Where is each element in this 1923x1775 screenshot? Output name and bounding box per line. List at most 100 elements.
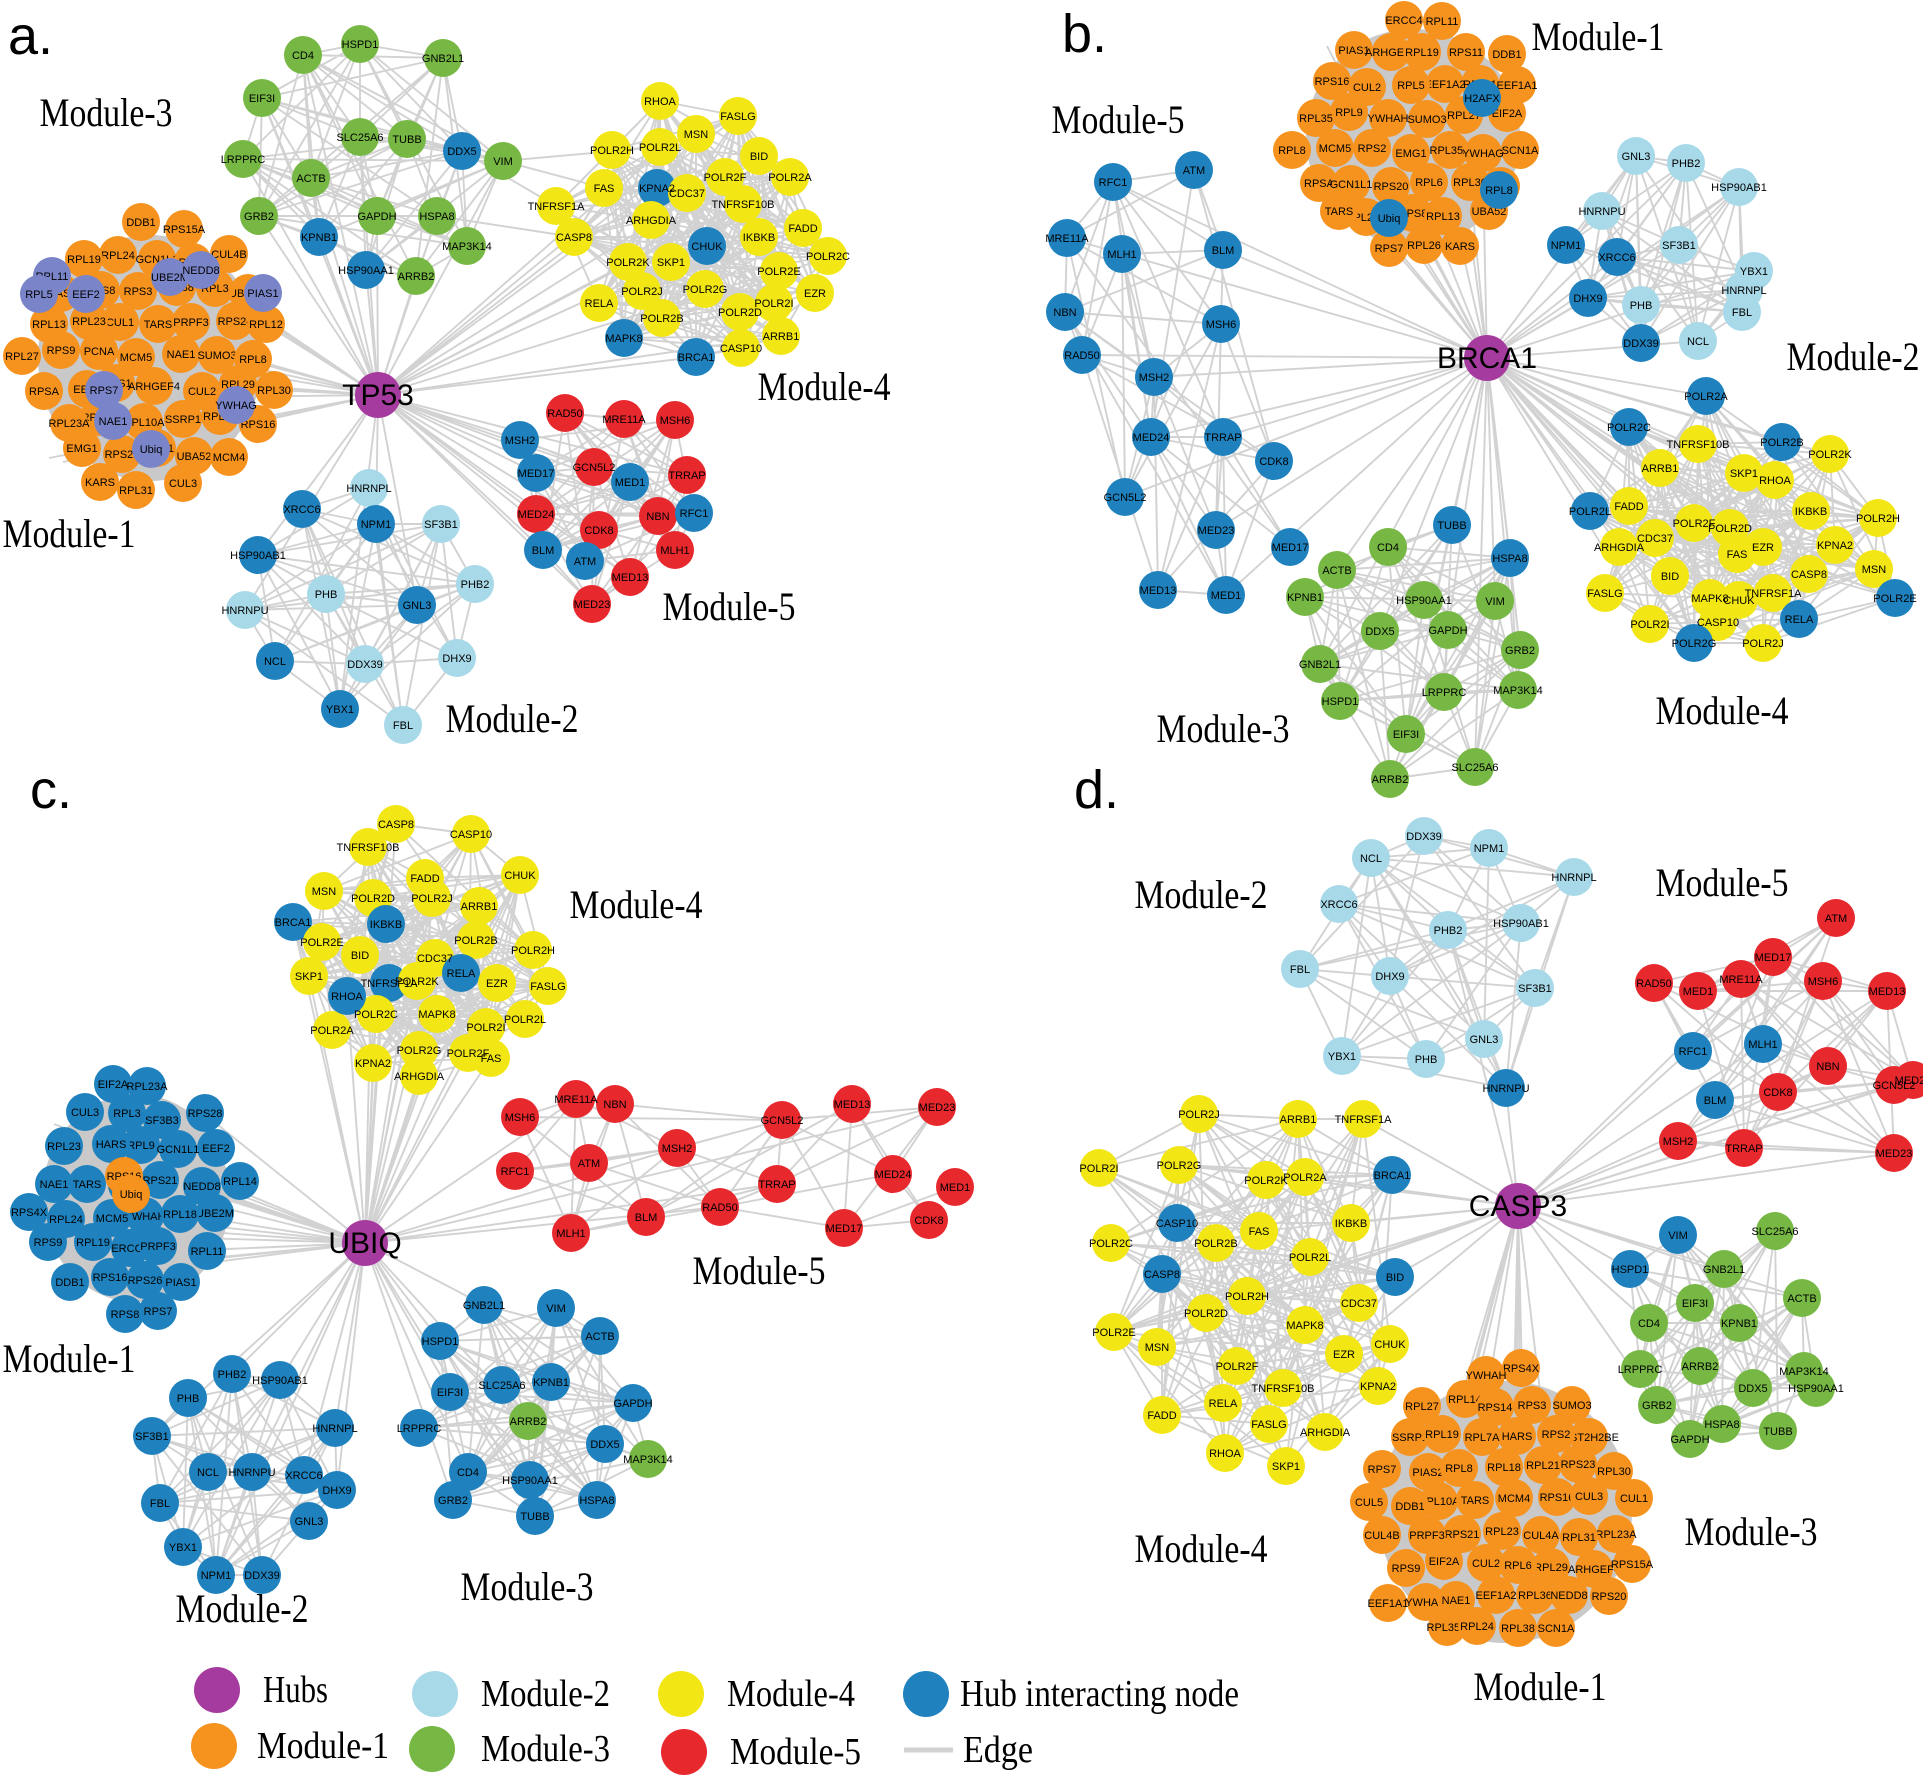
svg-text:CHUK: CHUK xyxy=(691,241,723,253)
svg-text:POLR2A: POLR2A xyxy=(768,172,812,184)
svg-text:RPS28: RPS28 xyxy=(188,1108,223,1120)
svg-text:RPS16: RPS16 xyxy=(1540,1492,1575,1504)
svg-text:NEDD8: NEDD8 xyxy=(183,1181,220,1193)
svg-text:SSRP1: SSRP1 xyxy=(1392,1432,1428,1444)
svg-text:HSP90AB1: HSP90AB1 xyxy=(252,1375,308,1387)
svg-text:GCN5L2: GCN5L2 xyxy=(1873,1080,1916,1092)
svg-text:NPM1: NPM1 xyxy=(201,1570,232,1582)
svg-text:HSPA8: HSPA8 xyxy=(419,211,454,223)
svg-text:FADD: FADD xyxy=(1147,1410,1176,1422)
svg-text:HSP90AA1: HSP90AA1 xyxy=(502,1475,558,1487)
svg-text:Module-5: Module-5 xyxy=(663,584,796,629)
svg-text:HNRNPU: HNRNPU xyxy=(221,605,268,617)
svg-text:POLR2F: POLR2F xyxy=(704,172,747,184)
svg-text:GNB2L1: GNB2L1 xyxy=(463,1300,505,1312)
svg-text:TUBB: TUBB xyxy=(1437,520,1466,532)
svg-text:Module-4: Module-4 xyxy=(1135,1526,1268,1571)
svg-text:POLR2B: POLR2B xyxy=(1760,437,1803,449)
svg-text:GCN5L2: GCN5L2 xyxy=(761,1115,804,1127)
svg-text:NCL: NCL xyxy=(1687,336,1709,348)
svg-text:MED24: MED24 xyxy=(1133,432,1170,444)
svg-text:POLR2H: POLR2H xyxy=(1856,513,1900,525)
svg-text:Hub interacting node: Hub interacting node xyxy=(960,1673,1239,1715)
svg-text:RPS15A: RPS15A xyxy=(163,224,206,236)
svg-text:RPL3: RPL3 xyxy=(113,1108,141,1120)
svg-text:ARRB2: ARRB2 xyxy=(398,271,435,283)
svg-text:RPL18: RPL18 xyxy=(1487,1462,1521,1474)
svg-text:POLR2C: POLR2C xyxy=(1089,1238,1133,1250)
svg-text:Module-5: Module-5 xyxy=(1052,97,1185,142)
svg-text:MED1: MED1 xyxy=(1211,590,1242,602)
svg-text:CDC37: CDC37 xyxy=(1637,533,1673,545)
svg-text:ACTB: ACTB xyxy=(585,1331,614,1343)
svg-text:RHOA: RHOA xyxy=(1209,1448,1241,1460)
svg-text:DDX5: DDX5 xyxy=(447,146,476,158)
svg-text:RPS7: RPS7 xyxy=(1375,243,1404,255)
svg-text:BRCA1: BRCA1 xyxy=(678,352,715,364)
svg-text:POLR2G: POLR2G xyxy=(1157,1160,1202,1172)
svg-text:MLH1: MLH1 xyxy=(1107,249,1136,261)
svg-text:Module-4: Module-4 xyxy=(758,364,891,409)
svg-text:RPL6: RPL6 xyxy=(1504,1560,1532,1572)
svg-text:PHB2: PHB2 xyxy=(1434,925,1463,937)
svg-text:RPS20: RPS20 xyxy=(1374,181,1409,193)
svg-text:YWHAH: YWHAH xyxy=(1368,113,1409,125)
svg-text:TUBB: TUBB xyxy=(1763,1426,1792,1438)
svg-text:UBE2M: UBE2M xyxy=(151,272,189,284)
svg-text:MAPK8: MAPK8 xyxy=(605,333,642,345)
svg-text:POLR2B: POLR2B xyxy=(640,313,683,325)
svg-text:PHB2: PHB2 xyxy=(461,579,490,591)
svg-text:RAD50: RAD50 xyxy=(702,1202,737,1214)
svg-text:Ubiq: Ubiq xyxy=(140,444,163,456)
svg-text:RPL26: RPL26 xyxy=(1407,240,1441,252)
svg-text:GCN1L1: GCN1L1 xyxy=(1330,179,1373,191)
svg-text:BRCA1: BRCA1 xyxy=(1374,1170,1411,1182)
svg-text:FAS: FAS xyxy=(481,1053,502,1065)
svg-text:RPS15A: RPS15A xyxy=(1611,1559,1654,1571)
svg-text:POLR2E: POLR2E xyxy=(300,937,343,949)
svg-text:ARRB1: ARRB1 xyxy=(461,901,498,913)
svg-text:RELA: RELA xyxy=(447,968,476,980)
svg-text:RPL27: RPL27 xyxy=(1405,1401,1439,1413)
svg-text:b.: b. xyxy=(1062,4,1107,64)
svg-text:POLR2D: POLR2D xyxy=(1708,523,1752,535)
svg-text:LRPPRC: LRPPRC xyxy=(1422,687,1467,699)
svg-text:CD4: CD4 xyxy=(292,50,314,62)
svg-text:EMG1: EMG1 xyxy=(1395,148,1426,160)
svg-text:DDB1: DDB1 xyxy=(55,1277,84,1289)
svg-text:MLH1: MLH1 xyxy=(660,545,689,557)
svg-text:EZR: EZR xyxy=(804,288,826,300)
svg-text:Module-2: Module-2 xyxy=(1787,334,1920,379)
svg-text:MLH1: MLH1 xyxy=(1748,1039,1777,1051)
svg-text:ARHGDIA: ARHGDIA xyxy=(626,215,677,227)
svg-text:PHB: PHB xyxy=(1415,1054,1438,1066)
svg-text:MSH2: MSH2 xyxy=(505,435,536,447)
svg-text:NPM1: NPM1 xyxy=(361,519,392,531)
svg-text:RPL8: RPL8 xyxy=(239,354,267,366)
svg-text:d.: d. xyxy=(1074,760,1119,820)
svg-text:a.: a. xyxy=(8,6,53,66)
svg-text:VIM: VIM xyxy=(546,1303,566,1315)
svg-text:MSN: MSN xyxy=(684,129,709,141)
svg-text:CUL4B: CUL4B xyxy=(1364,1530,1399,1542)
svg-text:POLR2J: POLR2J xyxy=(621,286,663,298)
svg-text:EEF1A1: EEF1A1 xyxy=(1368,1598,1409,1610)
svg-text:DHX9: DHX9 xyxy=(1573,293,1602,305)
svg-text:ARRB2: ARRB2 xyxy=(1682,1361,1719,1373)
svg-text:SLC25A6: SLC25A6 xyxy=(1751,1226,1798,1238)
svg-text:PHB: PHB xyxy=(315,589,338,601)
svg-text:NAE1: NAE1 xyxy=(1442,1595,1471,1607)
svg-text:HSPA8: HSPA8 xyxy=(1704,1419,1739,1431)
svg-text:FAS: FAS xyxy=(594,183,615,195)
svg-text:RPS9: RPS9 xyxy=(34,1237,63,1249)
svg-text:PIAS1: PIAS1 xyxy=(1338,45,1369,57)
svg-text:TNFRSF1A: TNFRSF1A xyxy=(361,978,419,990)
svg-text:TUBB: TUBB xyxy=(392,134,421,146)
svg-text:Module-3: Module-3 xyxy=(461,1564,594,1609)
svg-text:SKP1: SKP1 xyxy=(1272,1461,1300,1473)
svg-text:FADD: FADD xyxy=(788,223,817,235)
svg-text:RPL35: RPL35 xyxy=(1299,113,1333,125)
svg-text:RPL19: RPL19 xyxy=(76,1237,110,1249)
svg-text:RPS16: RPS16 xyxy=(93,1272,128,1284)
svg-text:HNRNPL: HNRNPL xyxy=(312,1423,357,1435)
